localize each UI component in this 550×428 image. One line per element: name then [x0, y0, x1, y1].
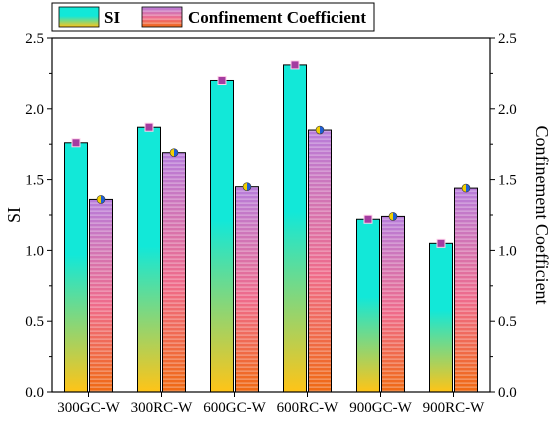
- si-bar-600GC-W: [210, 79, 234, 393]
- y2-tick-label-0.5: 0.5: [498, 314, 517, 330]
- legend-swatch-cc: [141, 6, 183, 28]
- cc-marker-900GC-W: [388, 212, 398, 221]
- y-tick-label-0.5: 0.5: [25, 314, 44, 330]
- legend-label-cc: Confinement Coefficient: [188, 8, 366, 27]
- legend-box: [51, 2, 375, 32]
- si-marker-900GC-W: [363, 214, 373, 224]
- y-tick-label-1.0: 1.0: [25, 243, 44, 259]
- y2-tick-label-2.0: 2.0: [498, 102, 517, 118]
- plot-area: [64, 60, 478, 393]
- legend: SI Confinement Coefficient: [51, 2, 375, 32]
- y2-axis-title: Confinement Coefficient: [532, 125, 550, 304]
- cc-marker-900RC-W: [461, 183, 471, 193]
- cc-marker-300GC-W: [96, 195, 106, 204]
- cc-bar-300RC-W: [162, 152, 186, 393]
- cc-bar-900RC-W: [454, 187, 478, 393]
- x-tick-label-300GC-W: 300GC-W: [57, 400, 120, 416]
- y2-tick-label-1.0: 1.0: [498, 243, 517, 259]
- y-tick-label-2.5: 2.5: [25, 31, 44, 47]
- cc-bar-600GC-W: [235, 186, 259, 393]
- x-tick-label-300RC-W: 300RC-W: [131, 400, 194, 416]
- y2-tick-label-0.0: 0.0: [498, 385, 517, 401]
- y-tick-label-0.0: 0.0: [25, 385, 44, 401]
- cc-marker-300RC-W: [169, 148, 179, 157]
- legend-label-si: SI: [104, 8, 120, 27]
- si-bar-600RC-W: [283, 64, 307, 393]
- cc-marker-600RC-W: [315, 125, 325, 135]
- x-tick-label-900GC-W: 900GC-W: [349, 400, 412, 416]
- y-tick-label-2.0: 2.0: [25, 102, 44, 118]
- si-marker-600RC-W: [290, 60, 300, 70]
- x-tick-label-600GC-W: 600GC-W: [203, 400, 266, 416]
- y-tick-label-1.5: 1.5: [25, 173, 44, 189]
- y2-tick-label-2.5: 2.5: [498, 31, 517, 47]
- cc-bar-300GC-W: [89, 198, 113, 393]
- si-marker-600GC-W: [217, 75, 227, 85]
- y-axis-title: SI: [4, 207, 24, 223]
- cc-marker-600GC-W: [242, 182, 252, 191]
- axes: 300GC-W 300RC-W 600GC-W 600RC-W 900GC-W 900RC…: [4, 31, 550, 416]
- si-marker-900RC-W: [436, 238, 446, 248]
- si-marker-300GC-W: [71, 138, 81, 148]
- si-marker-300RC-W: [144, 122, 154, 132]
- x-tick-label-600RC-W: 600RC-W: [277, 400, 340, 416]
- si-bar-900GC-W: [356, 218, 380, 393]
- cc-bar-600RC-W: [308, 129, 332, 393]
- si-bar-900RC-W: [429, 242, 453, 393]
- si-bar-300RC-W: [137, 126, 161, 393]
- legend-swatch-si: [58, 6, 100, 28]
- si-bar-300GC-W: [64, 142, 88, 393]
- x-tick-label-900RC-W: 900RC-W: [423, 400, 486, 416]
- cc-bar-900GC-W: [381, 215, 405, 393]
- y2-tick-label-1.5: 1.5: [498, 173, 517, 189]
- plot-frame: [51, 37, 491, 393]
